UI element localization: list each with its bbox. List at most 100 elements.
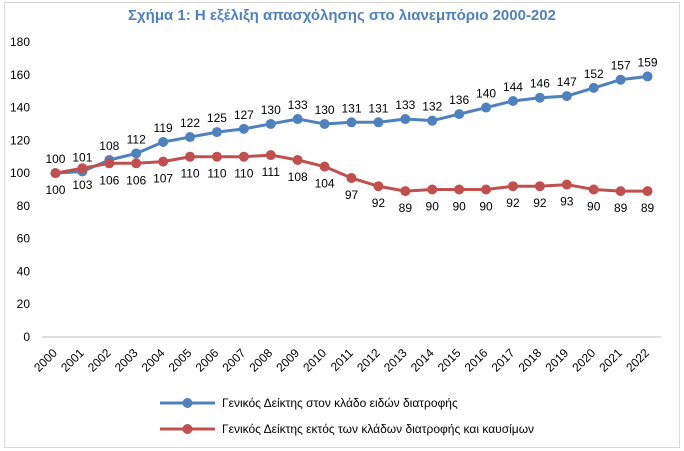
series-2-data-label: 110 [234, 167, 253, 181]
series-2-point [292, 155, 303, 165]
series-2-point [131, 158, 142, 169]
series-1-data-label: 157 [611, 59, 631, 73]
series-2-point [77, 163, 88, 174]
y-tick-label: 80 [17, 199, 31, 213]
x-tick-label: 2007 [220, 346, 249, 375]
y-tick-label: 20 [17, 297, 31, 311]
series-2-data-label: 106 [126, 173, 146, 187]
y-tick-label: 40 [17, 264, 31, 278]
series-1-point [427, 115, 438, 126]
series-1-point [265, 118, 276, 129]
series-1-data-label: 119 [154, 121, 173, 135]
series-2-point [158, 156, 169, 167]
series-2-point [454, 184, 465, 195]
series-2-data-label: 103 [72, 178, 92, 192]
series-1-data-label: 144 [503, 80, 523, 94]
series-2-point [185, 151, 196, 162]
series-1-point [131, 148, 142, 159]
y-tick-label: 120 [10, 133, 30, 147]
series-2-data-label: 89 [641, 201, 655, 215]
series-1-data-label: 122 [180, 116, 200, 130]
x-tick-label: 2000 [31, 346, 60, 375]
x-tick-label: 2013 [381, 346, 410, 375]
series-2-point [373, 181, 384, 192]
series-1-data-label: 100 [45, 152, 65, 166]
x-tick-label: 2021 [596, 346, 625, 375]
x-tick-label: 2016 [462, 346, 491, 375]
x-tick-label: 2019 [542, 346, 571, 375]
x-tick-label: 2010 [300, 346, 329, 375]
series-2-data-label: 90 [479, 200, 493, 214]
series-2-data-label: 108 [288, 170, 308, 184]
x-tick-label: 2011 [328, 346, 356, 374]
series-2-point [265, 150, 276, 161]
series-1-data-label: 127 [234, 108, 254, 122]
x-tick-label: 2014 [408, 346, 437, 375]
series-2-data-label: 89 [399, 201, 413, 215]
y-tick-label: 140 [10, 101, 30, 115]
series-1-point [373, 117, 384, 128]
series-1-point [158, 136, 169, 147]
series-1-point [238, 123, 249, 134]
series-2-data-label: 106 [99, 173, 119, 187]
series-1-point [319, 118, 330, 129]
y-tick-label: 60 [17, 232, 31, 246]
series-1-point [642, 71, 653, 82]
series-1-data-label: 136 [449, 93, 469, 107]
series-2-point [481, 184, 492, 195]
series-1-data-label: 133 [288, 98, 308, 112]
series-1-point [211, 127, 222, 138]
series-1-data-label: 159 [638, 55, 658, 69]
x-tick-label: 2022 [623, 346, 652, 375]
series-1-point [588, 82, 599, 93]
series-2-point [615, 186, 626, 197]
series-2-point [346, 173, 357, 184]
x-tick-label: 2018 [516, 346, 545, 375]
x-tick-label: 2006 [193, 346, 222, 375]
series-1-data-label: 125 [207, 111, 227, 125]
series-2-data-label: 89 [614, 201, 628, 215]
series-2-data-label: 104 [315, 177, 335, 191]
y-tick-label: 0 [23, 330, 30, 344]
series-2-data-label: 100 [45, 183, 65, 197]
series-2-point [238, 151, 249, 162]
legend-marker-1 [182, 398, 193, 408]
series-2-point [400, 186, 411, 197]
series-2-point [50, 168, 61, 179]
chart-title: Σχήμα 1: Η εξέλιξη απασχόλησης στο λιανε… [128, 7, 556, 24]
x-tick-label: 2015 [435, 346, 464, 375]
series-2-point [211, 151, 222, 162]
series-1-data-label: 112 [127, 132, 146, 146]
series-1-data-label: 131 [368, 101, 388, 115]
series-2-point [507, 181, 518, 192]
x-tick-label: 2009 [273, 346, 302, 375]
series-2-point [561, 179, 572, 190]
series-1-point [400, 114, 411, 125]
series-2-data-label: 107 [153, 172, 173, 186]
series-2-data-label: 90 [426, 200, 440, 214]
series-1-data-label: 108 [99, 139, 119, 153]
series-1-point [481, 102, 492, 113]
series-2-data-label: 110 [207, 167, 226, 181]
y-tick-label: 100 [10, 166, 30, 180]
series-1-data-label: 132 [422, 100, 442, 114]
x-tick-label: 2012 [354, 346, 383, 375]
series-2-data-label: 90 [452, 200, 466, 214]
x-tick-label: 2008 [246, 346, 275, 375]
chart-frame [4, 2, 680, 448]
legend-label-1: Γενικός Δείκτης στον κλάδο ειδών διατροφ… [222, 396, 458, 410]
series-1-point [454, 109, 465, 120]
legend-label-2: Γενικός Δείκτης εκτός των κλάδων διατροφ… [222, 422, 534, 436]
y-tick-label: 180 [10, 35, 30, 49]
series-1-data-label: 131 [341, 101, 361, 115]
y-tick-label: 160 [10, 68, 30, 82]
series-2-point [427, 184, 438, 195]
x-tick-label: 2017 [489, 346, 518, 375]
series-2-data-label: 97 [345, 188, 359, 202]
x-tick-label: 2002 [85, 346, 114, 375]
series-1-point [346, 117, 357, 128]
legend-marker-2 [182, 424, 193, 434]
series-2-data-label: 92 [372, 196, 386, 210]
